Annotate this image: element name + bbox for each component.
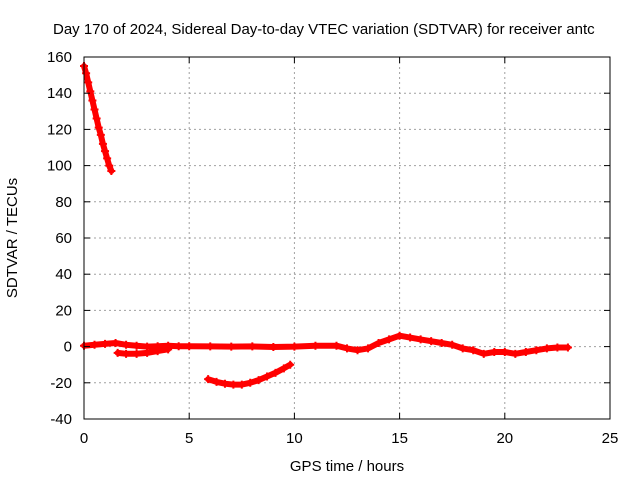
y-tick-label: 160 xyxy=(47,49,72,66)
y-axis-label: SDTVAR / TECUs xyxy=(4,178,21,298)
data-point xyxy=(269,342,278,351)
data-point xyxy=(174,342,183,351)
data-point xyxy=(521,348,530,357)
data-point xyxy=(88,96,97,105)
data-point xyxy=(204,375,213,384)
data-point xyxy=(279,364,288,373)
data-point xyxy=(212,377,221,386)
data-point xyxy=(227,342,236,351)
data-point xyxy=(448,340,457,349)
x-tick-label: 25 xyxy=(602,430,619,447)
series-arc-early-decline xyxy=(80,62,116,176)
data-point xyxy=(532,346,541,355)
data-point xyxy=(246,378,255,387)
x-tick-label: 20 xyxy=(496,430,513,447)
data-point xyxy=(479,349,488,358)
data-series xyxy=(80,62,572,389)
x-tick-label: 15 xyxy=(391,430,408,447)
data-point xyxy=(237,380,246,389)
data-point xyxy=(374,338,383,347)
data-point xyxy=(82,69,91,78)
data-point xyxy=(563,343,572,352)
data-point xyxy=(90,340,99,349)
gridlines xyxy=(84,57,610,419)
data-point xyxy=(553,343,562,352)
data-point xyxy=(263,372,272,381)
data-point xyxy=(290,342,299,351)
data-point xyxy=(286,360,295,369)
data-point xyxy=(542,344,551,353)
y-tick-label: 80 xyxy=(55,194,72,211)
data-point xyxy=(416,335,425,344)
axis-ticks: 0 5 10 15 20 25 -40 -20 0 20 40 60 80 100 120 140 160 xyxy=(47,49,618,447)
series-arc-main-near-zero xyxy=(80,331,572,358)
data-point xyxy=(511,349,520,358)
series-trace xyxy=(81,332,571,357)
data-point xyxy=(96,130,105,139)
data-point xyxy=(103,154,112,163)
y-tick-label: -40 xyxy=(50,411,72,428)
data-point xyxy=(122,340,131,349)
data-point xyxy=(122,349,131,358)
data-point xyxy=(248,342,257,351)
data-point xyxy=(395,331,404,340)
series-arc-short-negative xyxy=(113,345,173,358)
data-point xyxy=(132,349,141,358)
data-point xyxy=(185,342,194,351)
data-point xyxy=(206,342,215,351)
chart-title: Day 170 of 2024, Sidereal Day-to-day VTE… xyxy=(53,21,595,38)
data-point xyxy=(332,341,341,350)
data-point xyxy=(229,380,238,389)
data-point xyxy=(385,335,394,344)
x-tick-label: 10 xyxy=(286,430,303,447)
data-point xyxy=(84,78,93,87)
y-tick-label: 0 xyxy=(64,339,72,356)
data-point xyxy=(143,348,152,357)
data-point xyxy=(353,346,362,355)
data-point xyxy=(458,344,467,353)
x-axis-label: GPS time / hours xyxy=(290,458,404,475)
data-point xyxy=(364,344,373,353)
data-point xyxy=(490,348,499,357)
data-point xyxy=(107,167,116,176)
plot-frame xyxy=(83,56,611,420)
y-tick-label: -20 xyxy=(50,375,72,392)
data-point xyxy=(111,338,120,347)
x-tick-label: 0 xyxy=(80,430,88,447)
series-arc-dip xyxy=(204,360,295,389)
data-point xyxy=(105,161,114,170)
data-point xyxy=(220,379,229,388)
data-point xyxy=(343,344,351,353)
y-tick-label: 40 xyxy=(55,266,72,283)
x-tick-label: 5 xyxy=(185,430,193,447)
data-point xyxy=(92,114,101,123)
data-point xyxy=(254,376,263,385)
y-tick-label: 120 xyxy=(47,121,72,138)
y-tick-label: 60 xyxy=(55,230,72,247)
data-point xyxy=(113,348,122,357)
data-point xyxy=(164,345,173,354)
data-point xyxy=(90,105,99,114)
data-point xyxy=(271,368,280,377)
data-point xyxy=(94,123,103,132)
data-point xyxy=(153,347,162,356)
data-point xyxy=(132,341,141,350)
y-tick-label: 140 xyxy=(47,85,72,102)
data-point xyxy=(101,147,110,156)
y-tick-label: 100 xyxy=(47,158,72,175)
data-point xyxy=(86,87,95,96)
y-tick-label: 20 xyxy=(55,302,72,319)
data-point xyxy=(437,338,446,347)
data-point xyxy=(427,337,436,346)
data-point xyxy=(500,348,509,357)
data-point xyxy=(311,341,320,350)
data-point xyxy=(469,346,478,355)
data-point xyxy=(101,339,110,348)
data-point xyxy=(98,139,107,148)
data-point xyxy=(406,333,415,342)
